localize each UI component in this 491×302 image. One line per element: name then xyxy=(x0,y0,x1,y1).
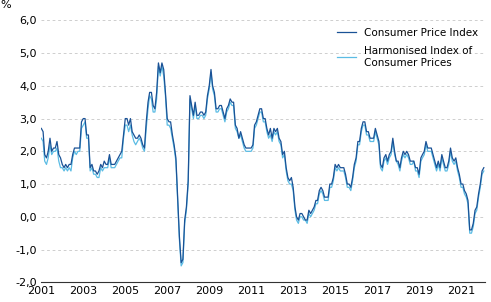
Legend: Consumer Price Index, Harmonised Index of
Consumer Prices: Consumer Price Index, Harmonised Index o… xyxy=(335,26,480,70)
Y-axis label: %: % xyxy=(0,0,11,10)
Line: Harmonised Index of
Consumer Prices: Harmonised Index of Consumer Prices xyxy=(41,66,484,266)
Line: Consumer Price Index: Consumer Price Index xyxy=(41,63,484,263)
